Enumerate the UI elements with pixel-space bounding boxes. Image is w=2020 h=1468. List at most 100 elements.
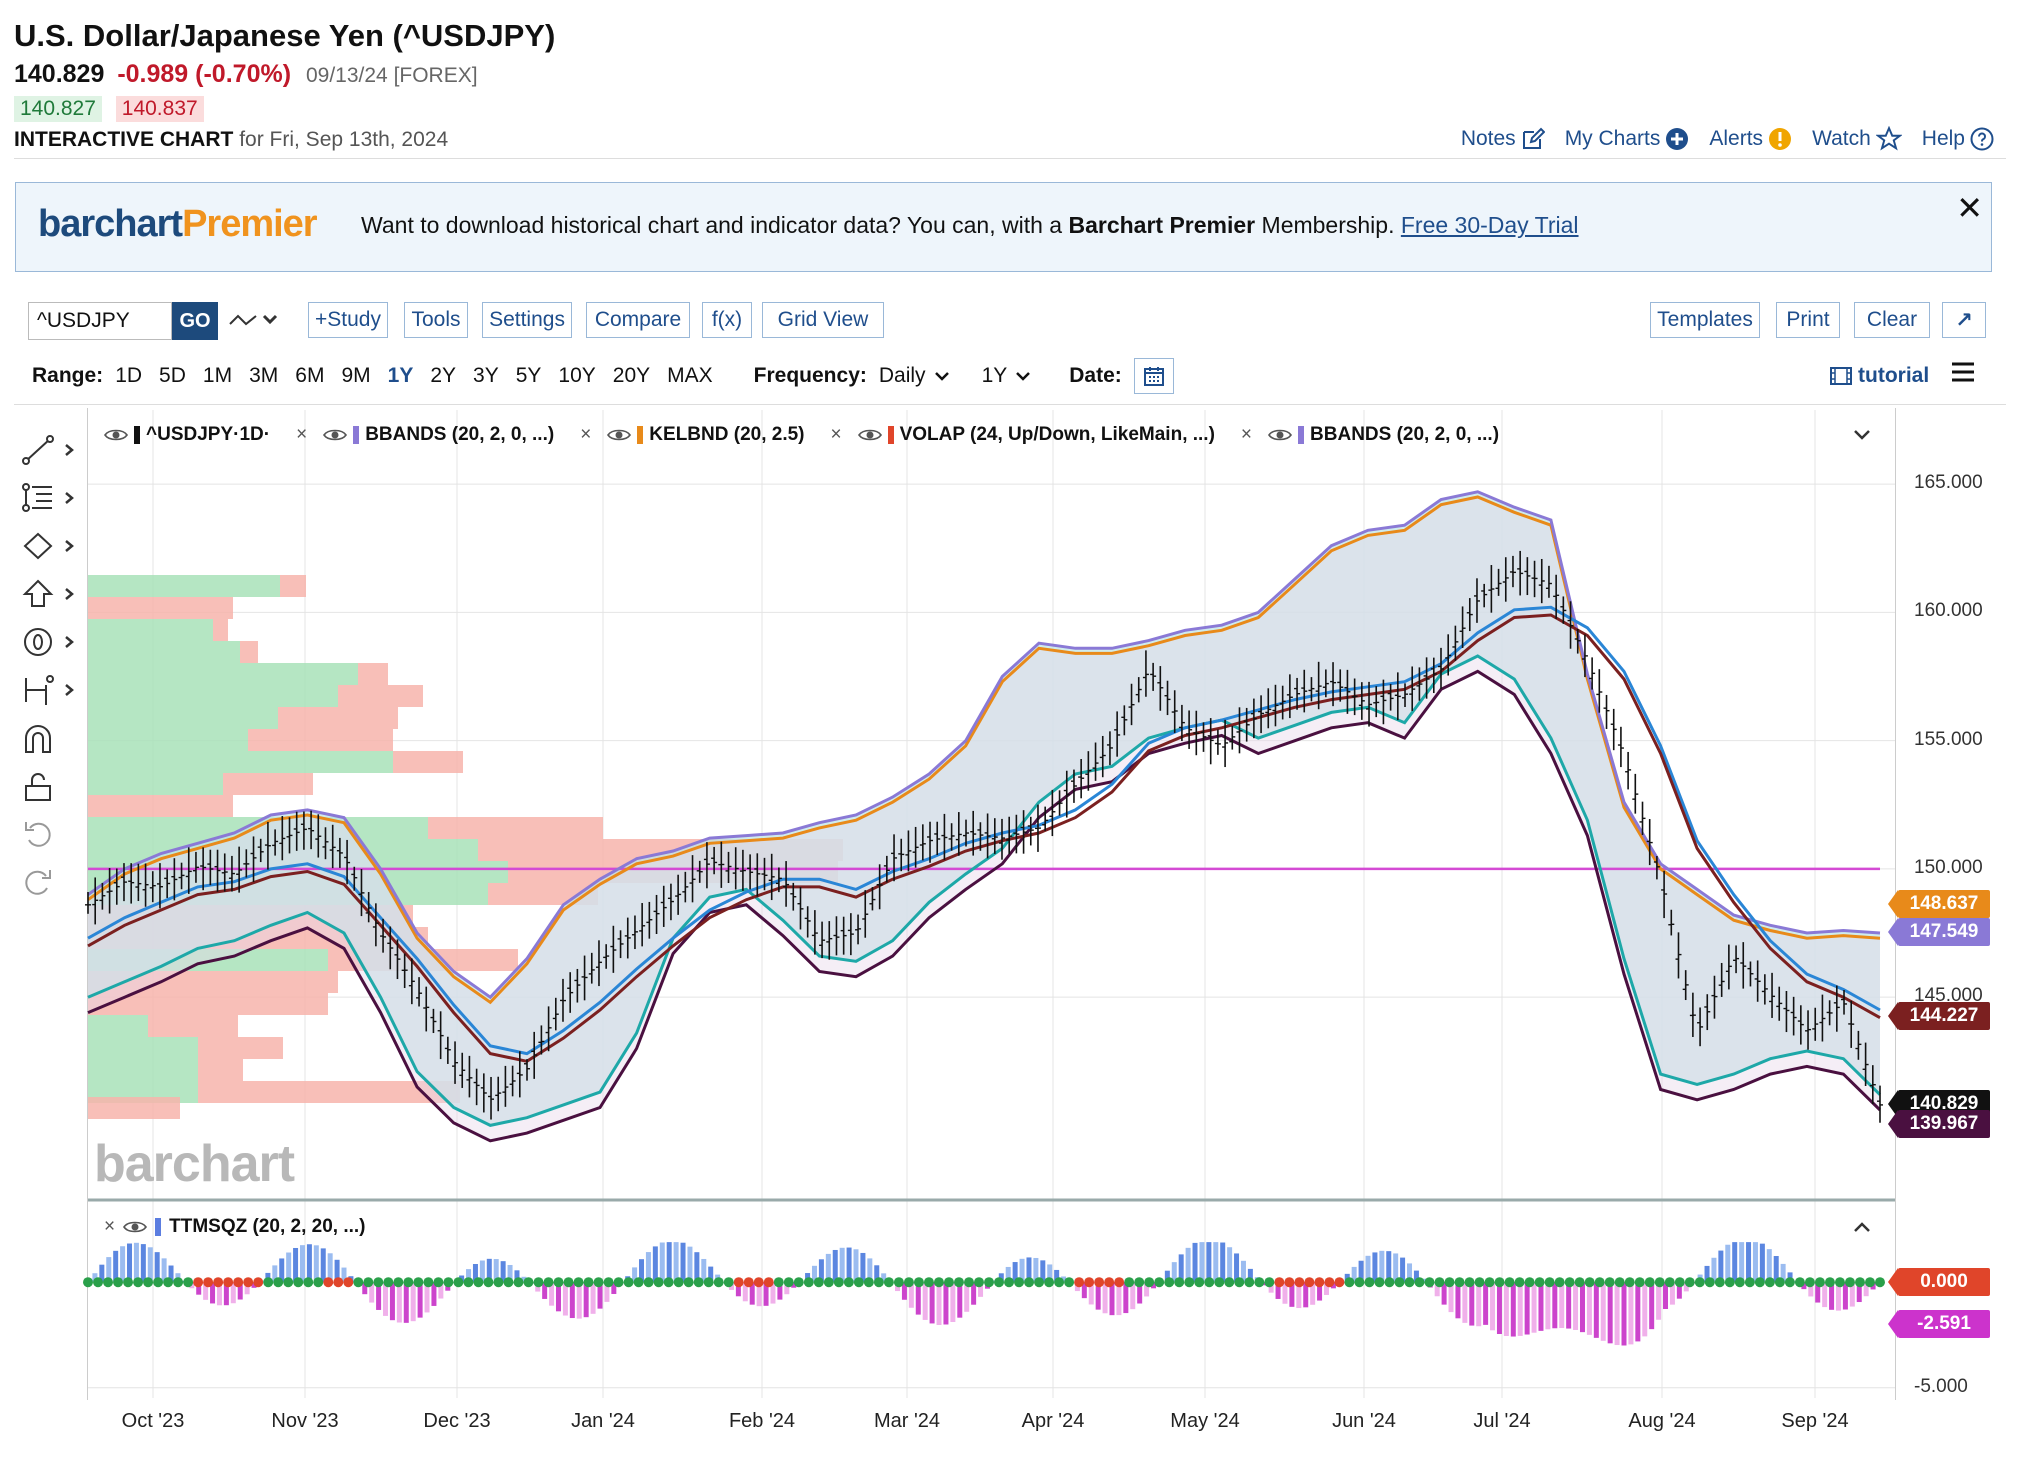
- trendline-tool[interactable]: [20, 430, 80, 470]
- range-item[interactable]: 6M: [295, 364, 325, 387]
- watch-link[interactable]: Watch: [1812, 126, 1902, 152]
- momentum-bar: [1227, 1247, 1233, 1283]
- eye-icon[interactable]: [857, 428, 882, 442]
- shape-tool[interactable]: [20, 526, 80, 566]
- range-item[interactable]: 9M: [341, 364, 371, 387]
- notes-link[interactable]: Notes: [1461, 127, 1545, 151]
- legend-item[interactable]: ^USDJPY·1D·: [104, 424, 270, 446]
- momentum-bar: [472, 1264, 478, 1283]
- legend-collapse-button[interactable]: [1852, 428, 1872, 447]
- squeeze-dot: [1754, 1277, 1765, 1288]
- momentum-bar: [1607, 1282, 1613, 1344]
- momentum-bar: [1545, 1282, 1551, 1330]
- close-icon[interactable]: ×: [830, 424, 842, 445]
- close-icon[interactable]: ×: [296, 424, 308, 445]
- sub-panel-collapse-button[interactable]: [1852, 1220, 1872, 1239]
- banner-close-button[interactable]: ✕: [1956, 190, 1983, 226]
- period-select[interactable]: 1Y: [982, 364, 1032, 388]
- free-trial-link[interactable]: Free 30-Day Trial: [1400, 212, 1579, 238]
- legend-item[interactable]: × BBANDS (20, 2, 0, ...): [1241, 424, 1499, 446]
- undo-tool[interactable]: [20, 814, 80, 854]
- redo-tool[interactable]: [20, 862, 80, 902]
- squeeze-dot: [1524, 1277, 1535, 1288]
- study-button[interactable]: +Study: [308, 302, 388, 338]
- squeeze-dot: [1244, 1277, 1255, 1288]
- chart-type-dropdown[interactable]: [228, 306, 282, 339]
- symbol-input[interactable]: [28, 302, 172, 340]
- squeeze-dot: [163, 1277, 174, 1288]
- squeeze-dot: [1794, 1277, 1805, 1288]
- momentum-bar: [1642, 1282, 1648, 1337]
- range-item[interactable]: 1M: [202, 364, 233, 387]
- squeeze-dot: [573, 1277, 584, 1288]
- x-tick-label: May '24: [1170, 1410, 1240, 1432]
- momentum-bar: [811, 1265, 817, 1283]
- squeeze-dot: [1204, 1277, 1215, 1288]
- momentum-bar: [1268, 1282, 1274, 1293]
- grid-view-button[interactable]: Grid View: [762, 302, 884, 338]
- squeeze-dot: [683, 1277, 694, 1288]
- tools-button[interactable]: Tools: [404, 302, 468, 338]
- measure-tool[interactable]: [20, 670, 80, 710]
- compare-button[interactable]: Compare: [586, 302, 690, 338]
- eye-icon[interactable]: [323, 428, 348, 442]
- close-icon[interactable]: ×: [1240, 424, 1253, 445]
- momentum-bar: [1116, 1282, 1122, 1316]
- range-item[interactable]: 5D: [159, 364, 186, 387]
- squeeze-dot: [323, 1277, 334, 1288]
- range-item[interactable]: 10Y: [558, 364, 596, 387]
- eye-icon[interactable]: [607, 428, 632, 442]
- tutorial-link[interactable]: tutorial: [1830, 364, 1929, 388]
- keltner-band-fill: [88, 497, 1880, 1141]
- eye-icon[interactable]: [1268, 428, 1292, 442]
- squeeze-dot: [1294, 1277, 1305, 1288]
- settings-button[interactable]: Settings: [482, 302, 572, 338]
- range-item[interactable]: 3Y: [473, 364, 499, 387]
- eye-icon[interactable]: [123, 1220, 148, 1234]
- eye-icon[interactable]: [104, 428, 128, 442]
- price-label: 147.549: [1888, 918, 1990, 946]
- go-button[interactable]: GO: [172, 302, 218, 340]
- magnet-tool[interactable]: [20, 718, 80, 758]
- function-button[interactable]: f(x): [702, 302, 752, 338]
- legend-item[interactable]: × BBANDS (20, 2, 0, ...): [296, 424, 554, 446]
- momentum-bar: [978, 1282, 984, 1297]
- range-item[interactable]: 5Y: [515, 364, 542, 387]
- squeeze-dot: [1875, 1277, 1885, 1288]
- squeeze-dot: [443, 1277, 454, 1288]
- close-icon[interactable]: ×: [104, 1216, 116, 1237]
- momentum-bar: [1469, 1282, 1475, 1326]
- close-icon[interactable]: ×: [580, 424, 592, 445]
- print-button[interactable]: Print: [1776, 302, 1840, 338]
- range-item[interactable]: MAX: [667, 364, 713, 387]
- squeeze-dot: [693, 1277, 704, 1288]
- legend-item[interactable]: × KELBND (20, 2.5): [580, 424, 804, 446]
- range-item[interactable]: 1Y: [387, 364, 414, 387]
- range-item[interactable]: 2Y: [430, 364, 457, 387]
- range-item[interactable]: 3M: [249, 364, 279, 387]
- my-charts-link[interactable]: My Charts: [1565, 127, 1690, 151]
- templates-button[interactable]: Templates: [1650, 302, 1760, 338]
- squeeze-dot: [1844, 1277, 1855, 1288]
- arrow-tool[interactable]: [20, 574, 80, 614]
- menu-button[interactable]: [1950, 360, 1976, 389]
- fib-tool[interactable]: [20, 478, 80, 518]
- squeeze-dot: [1044, 1277, 1055, 1288]
- date-picker-button[interactable]: [1133, 358, 1174, 394]
- frequency-select[interactable]: Daily: [879, 364, 950, 388]
- squeeze-dot: [393, 1277, 404, 1288]
- legend-item[interactable]: × VOLAP (24, Up/Down, LikeMain, ...): [831, 424, 1215, 446]
- momentum-bar: [99, 1264, 105, 1283]
- lock-tool[interactable]: [20, 766, 80, 806]
- annotation-tool[interactable]: [20, 622, 80, 662]
- range-item[interactable]: 20Y: [612, 364, 651, 387]
- alerts-link[interactable]: Alerts: [1709, 127, 1792, 151]
- momentum-bar: [908, 1282, 914, 1308]
- expand-button[interactable]: ↗: [1942, 302, 1986, 338]
- range-item[interactable]: 1D: [115, 364, 143, 387]
- help-link[interactable]: Help: [1922, 127, 1994, 151]
- clear-button[interactable]: Clear: [1854, 302, 1930, 338]
- banner-message: Want to download historical chart and in…: [361, 212, 1579, 238]
- squeeze-dot: [913, 1277, 924, 1288]
